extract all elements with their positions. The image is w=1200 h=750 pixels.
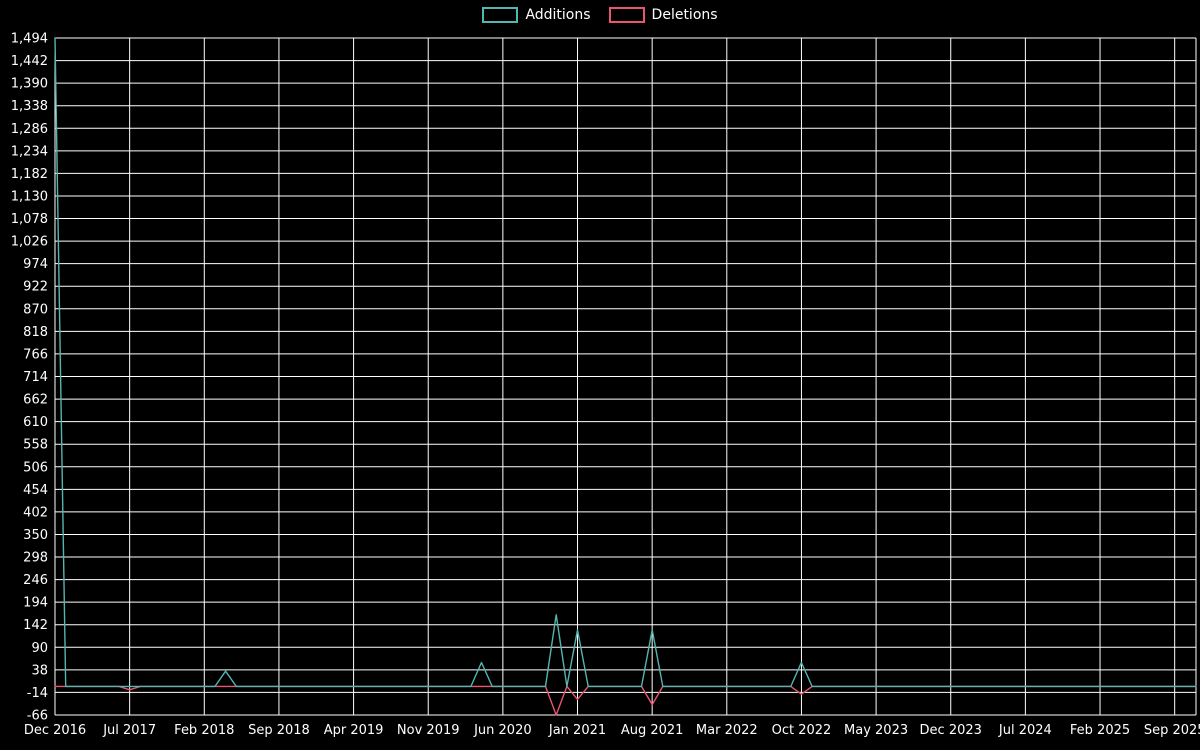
gridlines — [54, 37, 1197, 716]
y-tick-label: -66 — [27, 709, 48, 724]
legend-label-additions: Additions — [525, 7, 591, 23]
x-tick-label: Jul 2017 — [102, 723, 156, 738]
x-tick-label: Jun 2020 — [473, 723, 532, 738]
y-tick-label: 1,182 — [11, 167, 48, 182]
x-tick-label: Sep 2025 — [1144, 723, 1200, 738]
y-tick-label: 1,390 — [11, 77, 48, 92]
y-tick-label: 1,234 — [11, 144, 48, 159]
y-tick-label: 1,026 — [11, 235, 48, 250]
x-tick-label: Feb 2018 — [174, 723, 234, 738]
y-tick-label: 662 — [23, 393, 48, 408]
x-tick-label: Nov 2019 — [397, 723, 460, 738]
x-tick-label: Sep 2018 — [248, 723, 310, 738]
x-tick-label: Jul 2024 — [998, 723, 1052, 738]
y-tick-label: 870 — [23, 302, 48, 317]
series-deletions-line — [54, 685, 1197, 716]
y-tick-label: 1,078 — [11, 212, 48, 227]
y-tick-label: 194 — [23, 596, 48, 611]
additions-swatch-icon — [482, 7, 519, 23]
y-axis-labels: 1,494 1,442 1,390 1,338 1,286 1,234 1,182 1,130… — [11, 32, 48, 724]
y-tick-label: 298 — [23, 551, 48, 566]
y-tick-label: 142 — [23, 618, 48, 633]
y-tick-label: 1,130 — [11, 189, 48, 204]
y-tick-label: -14 — [27, 686, 48, 701]
y-tick-label: 1,494 — [11, 32, 48, 47]
x-tick-label: Jan 2021 — [548, 723, 606, 738]
x-tick-label: Dec 2016 — [24, 723, 86, 738]
y-tick-label: 246 — [23, 573, 48, 588]
x-tick-label: Apr 2019 — [324, 723, 384, 738]
y-tick-label: 766 — [23, 347, 48, 362]
series-additions-line — [54, 37, 1197, 688]
x-axis-labels: Dec 2016 Jul 2017 Feb 2018 Sep 2018 Apr 2019… — [24, 723, 1200, 738]
y-tick-label: 610 — [23, 415, 48, 430]
deletions-swatch-icon — [608, 7, 645, 23]
x-tick-label: Mar 2022 — [696, 723, 758, 738]
y-tick-label: 38 — [31, 663, 48, 678]
x-tick-label: May 2023 — [844, 723, 908, 738]
legend: Additions Deletions — [0, 7, 1200, 23]
x-tick-label: Dec 2023 — [920, 723, 982, 738]
legend-label-deletions: Deletions — [651, 7, 718, 23]
legend-item-additions[interactable]: Additions — [482, 7, 591, 23]
y-tick-label: 922 — [23, 280, 48, 295]
y-tick-label: 90 — [31, 641, 48, 656]
y-tick-label: 558 — [23, 438, 48, 453]
y-tick-label: 454 — [23, 483, 48, 498]
y-tick-label: 402 — [23, 505, 48, 520]
y-tick-label: 350 — [23, 528, 48, 543]
legend-item-deletions[interactable]: Deletions — [608, 7, 718, 23]
y-tick-label: 1,338 — [11, 99, 48, 114]
y-tick-label: 974 — [23, 257, 48, 272]
y-tick-label: 714 — [23, 370, 48, 385]
x-tick-label: Feb 2025 — [1070, 723, 1130, 738]
x-tick-label: Oct 2022 — [772, 723, 832, 738]
y-tick-label: 506 — [23, 460, 48, 475]
x-tick-label: Aug 2021 — [621, 723, 684, 738]
y-tick-label: 1,442 — [11, 54, 48, 69]
y-tick-label: 1,286 — [11, 122, 48, 137]
y-tick-label: 818 — [23, 325, 48, 340]
